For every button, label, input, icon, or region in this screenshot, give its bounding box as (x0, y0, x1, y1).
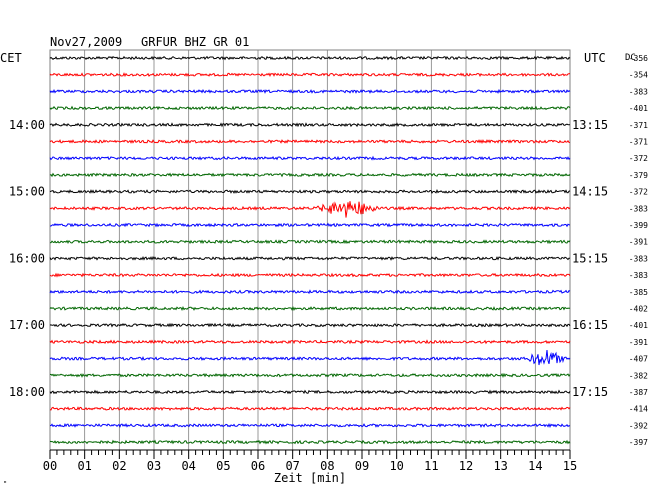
corner-mark: " (3, 480, 7, 488)
x-tick-label: 15 (563, 459, 577, 473)
right-time-label: 16:15 (572, 318, 608, 332)
right-timezone-label: UTC (584, 51, 606, 65)
x-tick-label: 10 (389, 459, 403, 473)
seismic-trace (49, 372, 571, 378)
seismic-trace (49, 322, 571, 328)
dc-offset-label: -414 (629, 405, 648, 414)
right-time-label: 15:15 (572, 251, 608, 265)
dc-offset-label: -383 (629, 271, 648, 280)
dc-offset-label: -383 (629, 204, 648, 213)
seismic-trace (49, 289, 571, 295)
x-tick-label: 03 (147, 459, 161, 473)
dc-offset-label: -401 (629, 104, 648, 113)
chart-station: GRFUR BHZ GR 01 (141, 35, 249, 49)
x-axis-label: Zeit [min] (274, 471, 346, 485)
seismic-trace (49, 239, 571, 245)
seismic-trace (49, 172, 571, 178)
dc-offset-label: -383 (629, 87, 648, 96)
dc-label: DC (625, 53, 636, 63)
right-time-label: 17:15 (572, 385, 608, 399)
trace-group (49, 55, 571, 445)
seismic-trace (49, 155, 571, 161)
dc-offset-label: -391 (629, 338, 648, 347)
x-tick-label: 09 (355, 459, 369, 473)
dc-offset-label: -387 (629, 388, 648, 397)
x-tick-label: 13 (493, 459, 507, 473)
x-tick-label: 02 (112, 459, 126, 473)
dc-offset-label: -371 (629, 121, 648, 130)
seismic-trace (49, 305, 571, 312)
left-time-label: 18:00 (9, 385, 45, 399)
seismic-trace (49, 339, 571, 345)
x-axis: 00 01 02 03 04 05 06 07 08 09 10 11 12 13 14 15 (43, 449, 577, 473)
seismic-trace (49, 55, 571, 61)
dc-offset-label: -385 (629, 288, 648, 297)
plot-grid (49, 49, 571, 451)
left-time-label: 17:00 (9, 318, 45, 332)
dc-offset-label: -401 (629, 321, 648, 330)
seismic-trace (49, 201, 571, 218)
x-tick-label: 01 (77, 459, 91, 473)
right-time-label: 14:15 (572, 185, 608, 199)
dc-offset-label: -382 (629, 371, 648, 380)
x-tick-label: 08 (320, 459, 334, 473)
dc-offset-label: -372 (629, 188, 648, 197)
seismic-trace (50, 222, 570, 228)
time-label-group: 14:00 15:00 16:00 17:00 18:00 13:15 14:15 15:15… (9, 54, 648, 447)
dc-offset-label: -379 (629, 171, 648, 180)
seismic-trace (49, 422, 571, 428)
right-time-label: 13:15 (572, 118, 608, 132)
seismic-trace (49, 255, 571, 261)
x-tick-label: 07 (285, 459, 299, 473)
left-time-label: 14:00 (9, 118, 45, 132)
dc-offset-label: -391 (629, 238, 648, 247)
x-tick-label: 00 (43, 459, 57, 473)
seismic-trace (49, 105, 571, 111)
dc-offset-label: -407 (629, 355, 648, 364)
seismic-trace (49, 272, 571, 278)
dc-offset-label: -371 (629, 138, 648, 147)
dc-offset-label: -356 (629, 54, 648, 63)
dc-offset-label: -354 (629, 71, 648, 80)
chart-date: Nov27,2009 (50, 35, 122, 49)
dc-offset-label: -372 (629, 154, 648, 163)
dc-offset-label: -402 (629, 305, 648, 314)
left-time-label: 16:00 (9, 251, 45, 265)
seismic-trace (49, 122, 571, 128)
dc-offset-label: -392 (629, 421, 648, 430)
x-tick-label: 05 (216, 459, 230, 473)
dc-offset-label: -399 (629, 221, 648, 230)
x-tick-label: 12 (459, 459, 473, 473)
seismic-trace (49, 406, 571, 412)
seismic-trace (49, 189, 571, 195)
seismic-trace (49, 389, 571, 395)
x-tick-label: 14 (528, 459, 542, 473)
x-tick-label: 04 (181, 459, 195, 473)
x-tick-label: 11 (424, 459, 438, 473)
dc-offset-label: -383 (629, 254, 648, 263)
seismic-trace (49, 88, 571, 94)
seismic-trace (49, 349, 571, 366)
left-timezone-label: CET (0, 51, 22, 65)
seismic-trace (49, 439, 571, 445)
dc-offset-label: -397 (629, 438, 648, 447)
seismic-trace (49, 72, 571, 78)
left-time-label: 15:00 (9, 185, 45, 199)
plot-frame (49, 49, 571, 451)
seismic-trace (49, 139, 571, 144)
x-tick-label: 06 (251, 459, 265, 473)
